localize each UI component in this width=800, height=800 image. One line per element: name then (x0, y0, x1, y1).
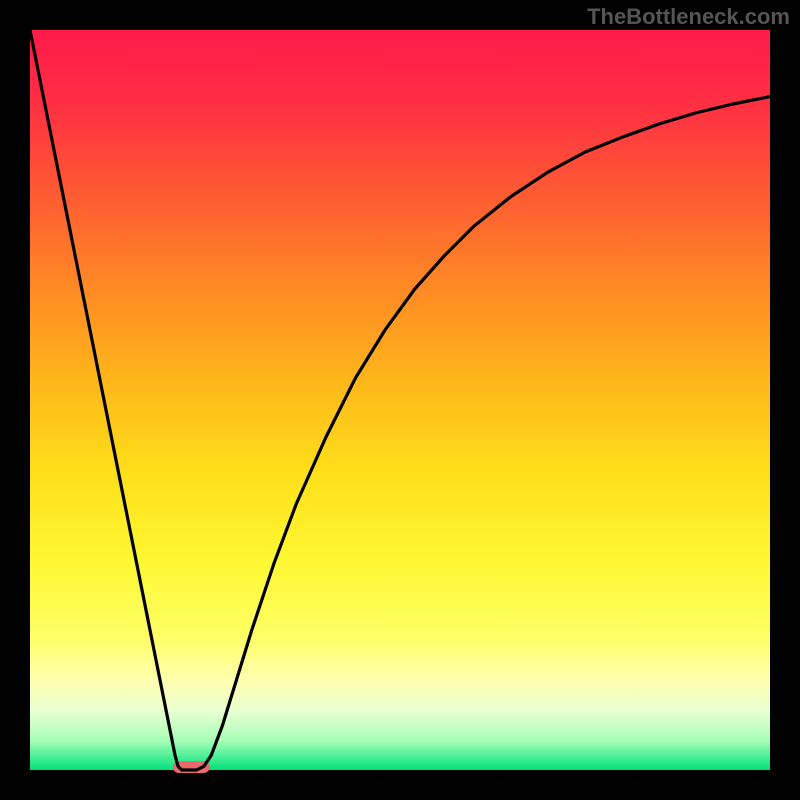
plot-background (30, 30, 770, 770)
chart-container: TheBottleneck.com (0, 0, 800, 800)
watermark-text: TheBottleneck.com (587, 4, 790, 30)
bottleneck-chart (0, 0, 800, 800)
